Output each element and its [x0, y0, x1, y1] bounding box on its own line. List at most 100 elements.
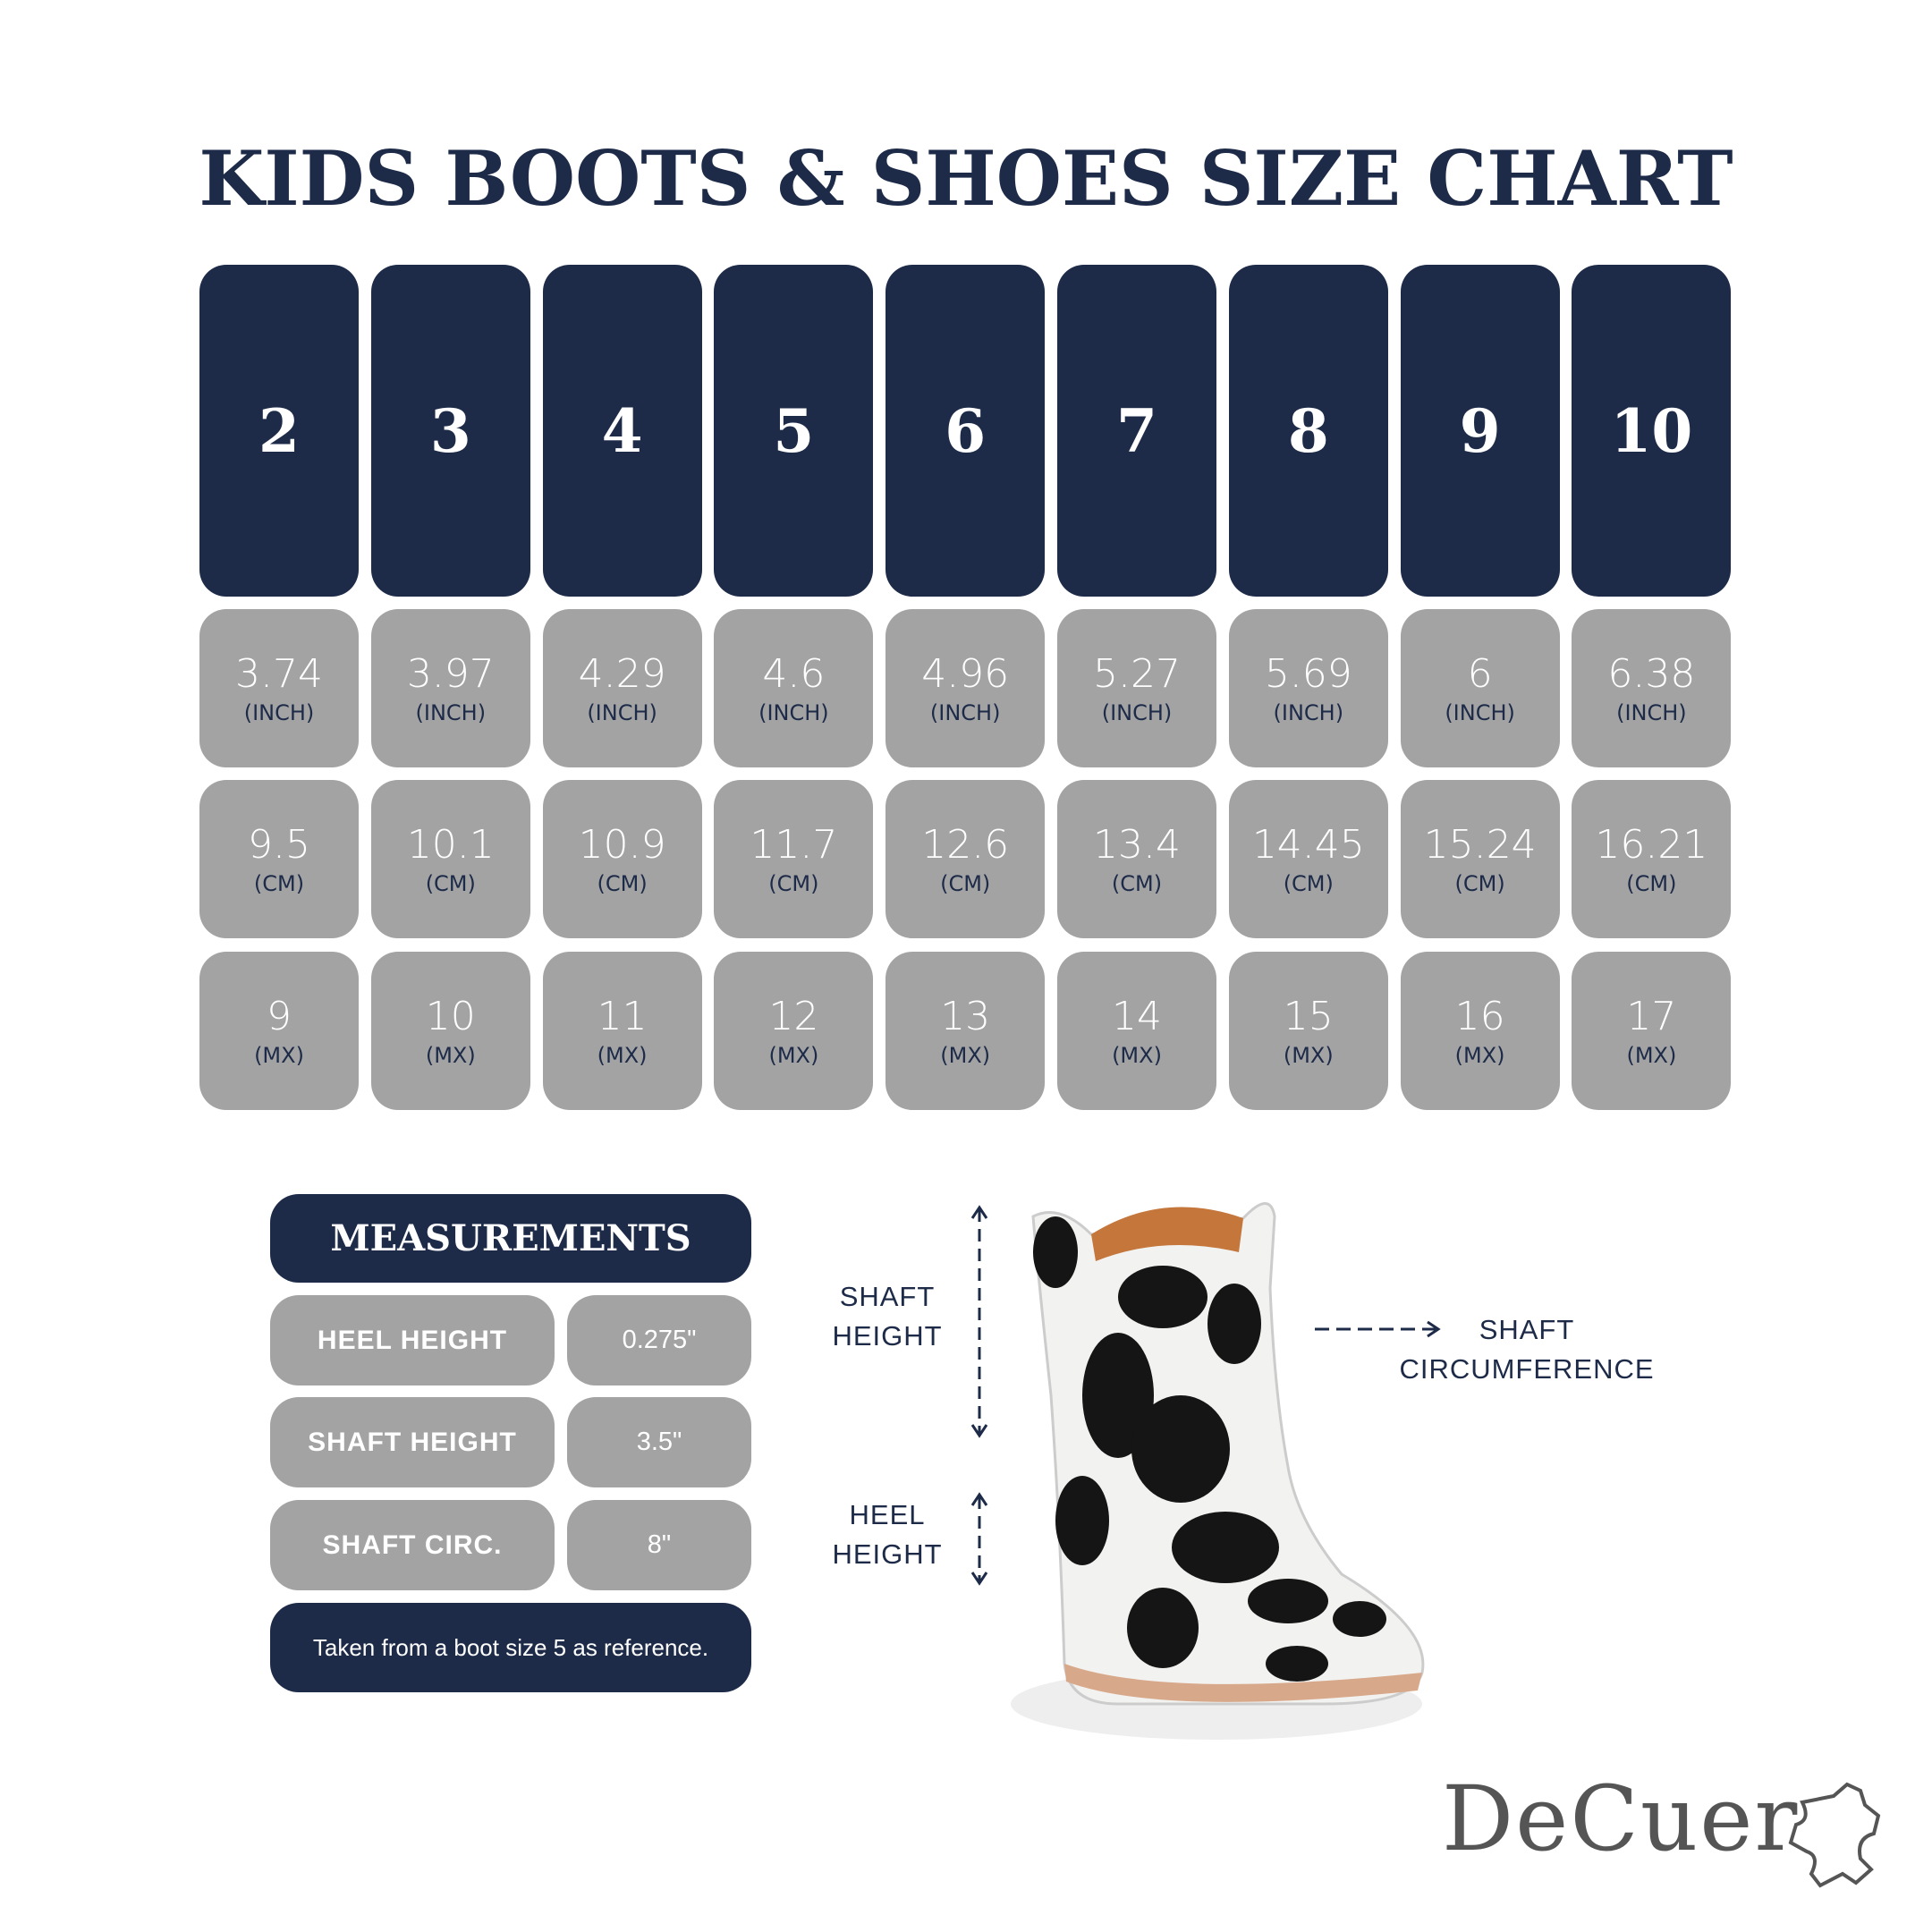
size-inch-cell: 3.74 (INCH): [199, 609, 359, 767]
inch-value: 6: [1467, 650, 1493, 697]
size-cm-cell: 13.4 (CM): [1057, 780, 1216, 938]
inch-value: 3.97: [406, 650, 495, 697]
mx-unit: (MX): [597, 1042, 648, 1068]
mx-unit: (MX): [1283, 1042, 1334, 1068]
size-mx-cell: 13 (MX): [886, 952, 1046, 1110]
caption-line: HEEL: [849, 1499, 926, 1530]
cm-unit: (CM): [1111, 870, 1163, 896]
cm-value: 12.6: [921, 821, 1010, 868]
size-header-cell: 8: [1228, 265, 1388, 597]
size-header-cell: 9: [1400, 265, 1560, 597]
cm-unit: (CM): [425, 870, 476, 896]
inch-unit: (INCH): [1616, 699, 1687, 725]
shaft-circ-label: SHAFT CIRC.: [270, 1500, 555, 1590]
size-mx-cell: 16 (MX): [1400, 952, 1560, 1110]
inch-value: 3.74: [235, 650, 323, 697]
size-cm-cell: 16.21 (CM): [1572, 780, 1732, 938]
reference-note: Taken from a boot size 5 as reference.: [270, 1603, 751, 1692]
brand-logo: DeCuer: [1442, 1767, 1800, 1871]
size-cm-cell: 10.9 (CM): [542, 780, 702, 938]
size-mx-cell: 17 (MX): [1572, 952, 1732, 1110]
shaft-circ-value: 8": [567, 1500, 751, 1590]
caption-line: SHAFT: [1479, 1314, 1575, 1345]
size-inch-cell: 3.97 (INCH): [370, 609, 530, 767]
mx-unit: (MX): [1626, 1042, 1677, 1068]
mx-unit: (MX): [425, 1042, 476, 1068]
us-size: 2: [258, 395, 300, 466]
mx-value: 12: [768, 993, 819, 1039]
size-header-cell: 6: [886, 265, 1046, 597]
inch-unit: (INCH): [587, 699, 657, 725]
inch-value: 4.96: [921, 650, 1010, 697]
size-mx-cell: 9 (MX): [199, 952, 359, 1110]
size-mx-cell: 10 (MX): [370, 952, 530, 1110]
size-inch-cell: 4.96 (INCH): [886, 609, 1046, 767]
us-size: 6: [945, 395, 987, 466]
us-size: 8: [1287, 395, 1329, 466]
shaft-height-label: SHAFT HEIGHT: [270, 1397, 555, 1487]
inch-value: 5.69: [1264, 650, 1352, 697]
size-cm-cell: 12.6 (CM): [886, 780, 1046, 938]
cm-unit: (CM): [253, 870, 305, 896]
us-size: 7: [1116, 395, 1157, 466]
size-inch-cell: 6 (INCH): [1400, 609, 1560, 767]
caption-line: HEIGHT: [832, 1320, 943, 1352]
mx-unit: (MX): [940, 1042, 991, 1068]
size-cm-cell: 9.5 (CM): [199, 780, 359, 938]
size-inch-cell: 4.6 (INCH): [714, 609, 874, 767]
us-size: 9: [1459, 395, 1501, 466]
mx-value: 17: [1626, 993, 1677, 1039]
measurements-header: MEASUREMENTS: [270, 1194, 751, 1283]
shaft-height-caption: SHAFT HEIGHT: [816, 1277, 959, 1356]
us-size: 5: [773, 395, 815, 466]
size-mx-cell: 14 (MX): [1057, 952, 1216, 1110]
heel-height-caption: HEEL HEIGHT: [816, 1496, 959, 1574]
cm-value: 16.21: [1595, 821, 1708, 868]
us-size: 4: [601, 395, 643, 466]
cm-unit: (CM): [1626, 870, 1677, 896]
size-header-cell: 4: [542, 265, 702, 597]
inch-unit: (INCH): [415, 699, 487, 725]
caption-line: SHAFT: [839, 1281, 936, 1312]
inch-value: 4.6: [762, 650, 826, 697]
cm-value: 13.4: [1093, 821, 1181, 868]
mx-value: 9: [267, 993, 292, 1039]
size-mx-cell: 11 (MX): [542, 952, 702, 1110]
cm-value: 15.24: [1423, 821, 1537, 868]
cm-value: 11.7: [750, 821, 838, 868]
shaft-height-arrow-icon: [970, 1205, 988, 1438]
size-header-cell: 3: [370, 265, 530, 597]
mx-unit: (MX): [768, 1042, 819, 1068]
page-title: KIDS BOOTS & SHOES SIZE CHART: [199, 134, 1733, 223]
leather-hide-icon: [1788, 1782, 1881, 1888]
size-inch-cell: 5.69 (INCH): [1228, 609, 1388, 767]
cm-value: 14.45: [1251, 821, 1365, 868]
us-size: 10: [1610, 395, 1693, 466]
caption-line: CIRCUMFERENCE: [1399, 1353, 1655, 1385]
mx-unit: (MX): [1112, 1042, 1162, 1068]
us-size: 3: [429, 395, 471, 466]
inch-unit: (INCH): [1445, 699, 1515, 725]
size-header-cell: 10: [1572, 265, 1732, 597]
size-cm-cell: 11.7 (CM): [714, 780, 874, 938]
cm-unit: (CM): [597, 870, 648, 896]
size-header-cell: 7: [1057, 265, 1216, 597]
cm-unit: (CM): [768, 870, 819, 896]
inch-value: 6.38: [1607, 650, 1696, 697]
mx-value: 11: [597, 993, 648, 1039]
size-header-cell: 2: [199, 265, 359, 597]
heel-height-value: 0.275": [567, 1295, 751, 1385]
size-cm-cell: 10.1 (CM): [370, 780, 530, 938]
cm-unit: (CM): [940, 870, 991, 896]
size-inch-cell: 5.27 (INCH): [1057, 609, 1216, 767]
size-header-cell: 5: [714, 265, 874, 597]
mx-unit: (MX): [1454, 1042, 1505, 1068]
inch-value: 5.27: [1093, 650, 1181, 697]
size-cm-cell: 15.24 (CM): [1400, 780, 1560, 938]
mx-value: 16: [1454, 993, 1505, 1039]
inch-unit: (INCH): [1273, 699, 1344, 725]
mx-value: 13: [940, 993, 991, 1039]
inch-unit: (INCH): [243, 699, 315, 725]
cm-unit: (CM): [1283, 870, 1334, 896]
